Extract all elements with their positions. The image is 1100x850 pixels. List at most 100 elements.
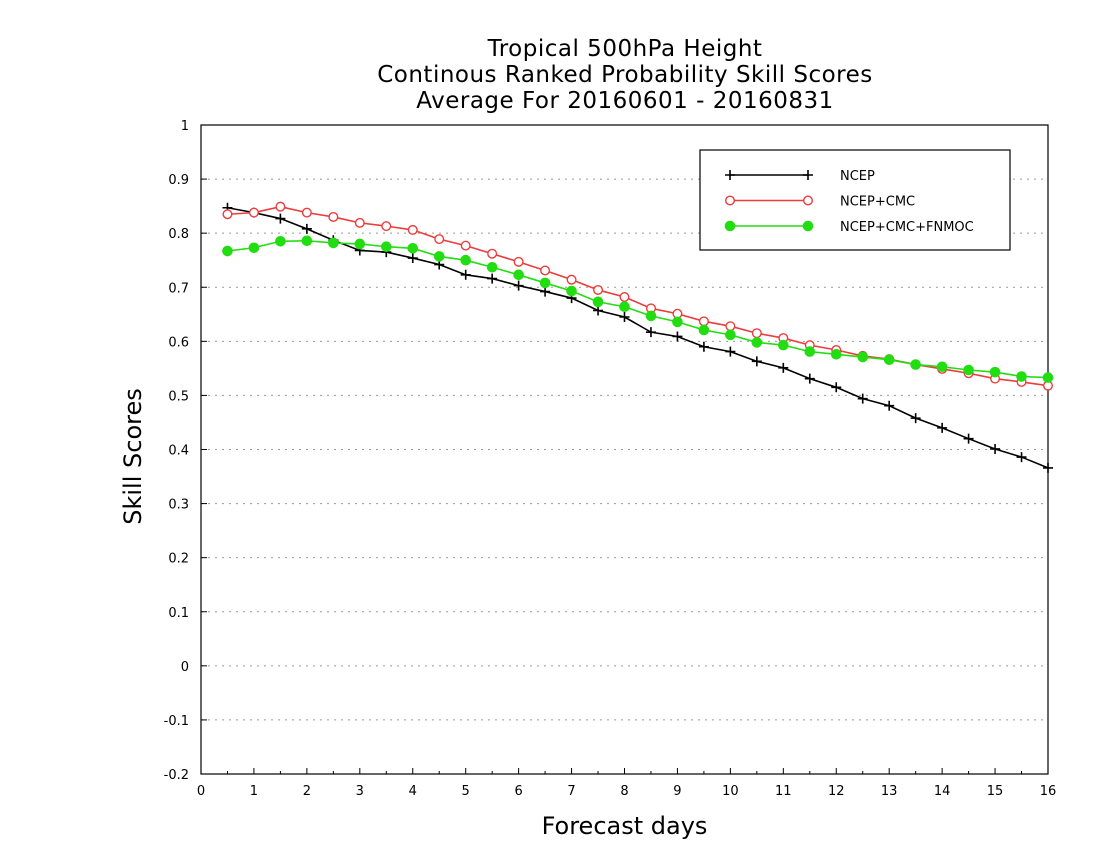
data-point-ncep-cmc [354,217,365,228]
data-point-ncep-cmc [540,265,551,276]
data-point-ncep-cmc-fnmoc [910,359,921,370]
y-tick-label: -0.1 [164,714,189,729]
data-point-ncep-cmc [487,248,498,259]
data-point-ncep [884,400,895,411]
series-line-ncep-cmc-fnmoc [227,239,1049,379]
data-point-ncep-cmc-fnmoc [275,235,286,247]
data-point-ncep [407,253,418,264]
data-point-ncep-cmc-fnmoc [301,235,313,247]
data-point-ncep [540,286,551,297]
legend-marker-ncep-cmc-fnmoc [724,220,736,232]
legend-marker-ncep-cmc [803,195,814,206]
y-tick-label: 0.5 [168,389,189,404]
data-point-ncep-cmc-fnmoc [380,241,392,252]
data-point-ncep-cmc-fnmoc [513,269,524,281]
data-point-ncep-cmc-fnmoc [566,285,577,297]
y-tick-label: 0 [181,660,189,675]
data-point-ncep-cmc [698,316,709,327]
data-point-ncep-cmc-fnmoc [328,237,339,249]
x-tick-label: 7 [567,784,575,799]
data-point-ncep-cmc-fnmoc [830,349,842,360]
data-point-ncep-cmc [248,207,259,218]
x-tick-label: 3 [356,784,364,799]
y-tick-label: 0.6 [168,335,189,350]
x-tick-label: 0 [197,784,205,799]
x-tick-label: 4 [409,784,417,799]
data-point-ncep [698,341,709,352]
data-point-ncep [990,443,1001,454]
legend-label-ncep-cmc: NCEP+CMC [840,195,915,210]
y-tick-label: 0.2 [168,552,189,567]
data-point-ncep-cmc [460,240,471,251]
data-point-ncep-cmc-fnmoc [672,316,683,328]
data-point-ncep [831,382,842,393]
x-tick-label: 10 [722,784,739,799]
x-tick-label: 15 [987,784,1004,799]
data-point-ncep-cmc [301,207,312,218]
data-point-ncep-cmc-fnmoc [963,364,974,376]
legend: NCEP NCEP+CMC NCEP+CMC+FNMOC [699,149,1011,251]
data-point-ncep-cmc [275,201,286,212]
data-point-ncep [593,305,604,316]
data-point-ncep [857,393,868,404]
x-tick-label: 9 [673,784,681,799]
legend-marker-ncep-cmc-fnmoc [802,220,814,232]
y-tick-label: 0.4 [168,444,189,459]
data-point-ncep-cmc-fnmoc [725,329,736,341]
x-tick-label: 2 [303,784,311,799]
series-ncep [222,202,1053,473]
data-point-ncep [778,362,789,373]
x-axis-label: Forecast days [542,812,708,840]
data-point-ncep [619,311,630,322]
data-point-ncep-cmc [407,224,418,235]
x-tick-label: 11 [775,784,792,799]
y-tick-label: 0.9 [168,173,189,188]
data-point-ncep [963,433,974,444]
data-point-ncep [460,269,471,280]
y-tick-label: 0.1 [168,606,189,621]
legend-marker-ncep-cmc [725,195,736,206]
data-point-ncep-cmc-fnmoc [645,310,657,322]
data-point-ncep-cmc-fnmoc [751,337,763,348]
series-layer [222,201,1054,473]
data-point-ncep [487,273,498,284]
x-tick-label: 6 [514,784,522,799]
data-point-ncep-cmc [619,291,630,302]
data-point-ncep-cmc [328,211,339,222]
x-tick-label: 8 [620,784,628,799]
x-axis: 0 1 2 3 4 5 6 7 8 9 10 11 12 13 14 15 16 [197,768,1056,799]
series-ncep-cmc-fnmoc [222,235,1054,383]
data-point-ncep-cmc-fnmoc [1042,372,1054,383]
data-point-ncep [804,373,815,384]
data-point-ncep-cmc [593,284,604,295]
x-tick-label: 12 [828,784,845,799]
y-tick-label: 1 [181,119,189,134]
data-point-ncep-cmc-fnmoc [804,346,816,357]
y-tick-label: 0.7 [168,281,189,296]
chart-title: Tropical 500hPa Height [487,36,763,62]
y-tick-label: 0.3 [168,498,189,513]
data-point-ncep-cmc [222,209,233,220]
data-point-ncep-cmc-fnmoc [936,361,948,373]
data-point-ncep-cmc-fnmoc [460,254,471,266]
data-point-ncep-cmc-fnmoc [989,366,1001,378]
data-point-ncep [751,356,762,367]
data-point-ncep-cmc-fnmoc [619,301,630,313]
data-point-ncep-cmc-fnmoc [222,245,233,257]
legend-label-ncep-cmc-fnmoc: NCEP+CMC+FNMOC [840,220,974,235]
y-axis: -0.2 -0.1 0 0.1 0.2 0.3 0.4 0.5 0.6 0.7 0.8 0.9 1 [164,119,207,783]
x-tick-label: 16 [1040,784,1057,799]
data-point-ncep [645,327,656,338]
y-tick-label: 0.8 [168,227,189,242]
data-point-ncep [1016,452,1027,463]
legend-marker-ncep [803,170,813,180]
data-point-ncep [725,346,736,357]
data-point-ncep-cmc-fnmoc [778,339,789,351]
data-point-ncep-cmc [725,321,736,332]
data-point-ncep-cmc-fnmoc [1016,371,1027,382]
chart-subtitle: Continous Ranked Probability Skill Score… [377,62,873,88]
data-point-ncep-cmc-fnmoc [592,296,604,308]
data-point-ncep-cmc-fnmoc [698,324,710,336]
data-point-ncep-cmc [566,274,577,285]
